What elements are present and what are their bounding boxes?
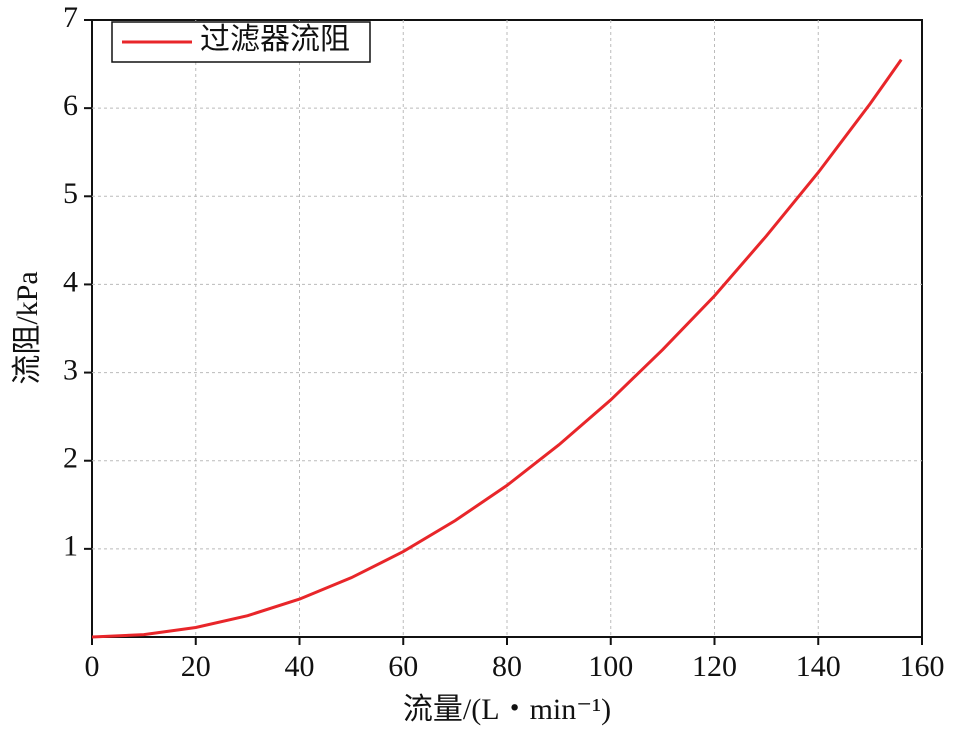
x-tick-label: 40 bbox=[285, 650, 315, 683]
x-tick-label: 140 bbox=[796, 650, 841, 683]
y-tick-label: 4 bbox=[63, 265, 78, 298]
x-tick-label: 20 bbox=[181, 650, 211, 683]
y-tick-label: 6 bbox=[63, 89, 78, 122]
x-tick-label: 160 bbox=[900, 650, 945, 683]
x-tick-label: 120 bbox=[692, 650, 737, 683]
legend-label: 过滤器流阻 bbox=[200, 23, 350, 56]
data-line bbox=[91, 58, 903, 639]
y-tick-label: 7 bbox=[63, 1, 78, 34]
y-tick-label: 2 bbox=[63, 442, 78, 475]
y-tick-label: 3 bbox=[63, 353, 78, 386]
x-axis-label: 流量/(L・min⁻¹) bbox=[403, 693, 611, 726]
x-tick-label: 0 bbox=[85, 650, 100, 683]
x-tick-label: 60 bbox=[388, 650, 418, 683]
y-tick-label: 5 bbox=[63, 177, 78, 210]
x-tick-label: 80 bbox=[492, 650, 522, 683]
y-tick-label: 1 bbox=[63, 530, 78, 563]
x-tick-label: 100 bbox=[588, 650, 633, 683]
y-axis-label: 流阻/kPa bbox=[11, 271, 44, 384]
